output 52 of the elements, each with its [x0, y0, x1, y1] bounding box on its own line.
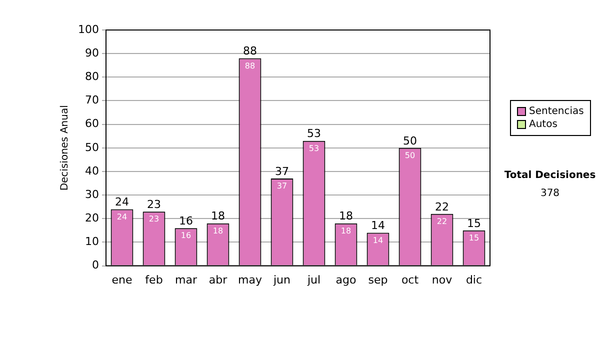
data-label: 50 [404, 150, 416, 160]
total-label: 15 [467, 216, 481, 230]
x-tick-label: mar [175, 273, 198, 286]
total-label: 53 [307, 127, 321, 140]
x-tick-label: nov [432, 273, 453, 286]
data-label: 22 [436, 217, 448, 226]
x-tick-label: sep [368, 273, 388, 286]
x-tick-label: may [238, 273, 262, 286]
total-label: 18 [210, 210, 225, 223]
total-label: 37 [275, 164, 289, 178]
y-tick-label: 60 [84, 117, 99, 130]
x-tick-label: jun [272, 273, 291, 286]
y-tick-label: 80 [84, 70, 99, 84]
text: Total Decisiones [503, 170, 597, 181]
y-tick-label: 50 [84, 140, 99, 154]
x-tick-label: oct [401, 273, 420, 286]
x-tick-label: feb [145, 273, 163, 286]
x-tick-label: dic [466, 273, 482, 286]
y-tick-label: 70 [84, 94, 99, 107]
data-label: 18 [340, 226, 352, 236]
y-tick-label: 0 [92, 258, 99, 272]
total-label: 14 [371, 219, 385, 232]
total-label: 18 [339, 210, 353, 223]
y-axis-title: Decisiones Anual [60, 105, 71, 191]
legend-label: Sentencias [529, 105, 584, 118]
total-label: 22 [435, 200, 449, 214]
total-label: 23 [146, 198, 161, 211]
x-tick-label: ago [336, 273, 356, 286]
text: 378 [539, 188, 561, 199]
data-label: 15 [468, 234, 480, 243]
data-label: 16 [180, 231, 192, 240]
y-tick-label: 20 [84, 212, 99, 224]
data-label: 88 [244, 61, 256, 70]
legend-label: Autos [529, 118, 558, 131]
data-label: 18 [212, 226, 224, 236]
total-label: 50 [403, 134, 417, 148]
data-label: 14 [372, 236, 384, 245]
x-tick-label: abr [208, 273, 228, 286]
y-tick-label: 100 [78, 22, 99, 36]
x-tick-label: ene [112, 273, 132, 286]
y-tick-label: 30 [84, 188, 99, 201]
data-label: 23 [148, 214, 160, 224]
data-label: 53 [308, 144, 320, 153]
data-label: 37 [276, 182, 288, 191]
total-label: 88 [242, 44, 257, 58]
total-label: 24 [114, 196, 129, 209]
x-tick-label: jul [306, 273, 321, 286]
total-label: 16 [178, 214, 193, 228]
y-tick-label: 90 [84, 46, 99, 60]
y-tick-label: 40 [84, 164, 99, 178]
data-label: 24 [116, 212, 128, 222]
y-tick-label: 10 [84, 235, 99, 248]
